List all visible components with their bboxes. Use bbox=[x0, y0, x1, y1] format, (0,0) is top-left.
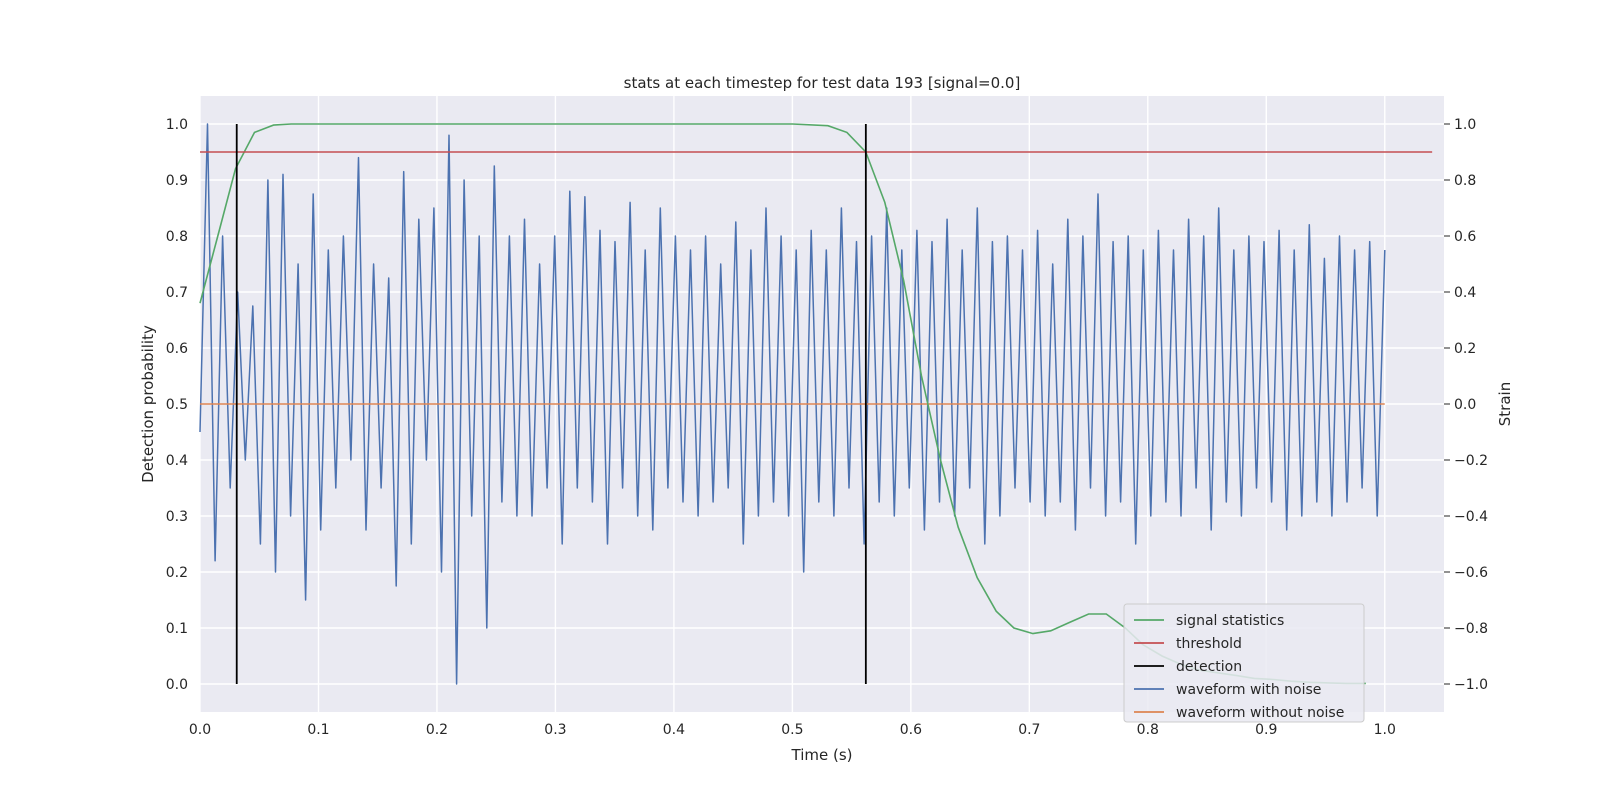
x-axis-label: Time (s) bbox=[791, 746, 853, 764]
x-tick-label: 0.7 bbox=[1018, 722, 1040, 738]
x-tick-label: 0.4 bbox=[663, 722, 685, 738]
y-left-tick-label: 0.5 bbox=[166, 397, 188, 413]
legend-label: detection bbox=[1176, 659, 1242, 675]
y-right-tick-label: 0.0 bbox=[1454, 397, 1476, 413]
y-left-tick-label: 0.0 bbox=[166, 677, 188, 693]
y-axis-left-label: Detection probability bbox=[139, 325, 157, 483]
x-tick-label: 0.5 bbox=[781, 722, 803, 738]
y-right-tick-label: −0.6 bbox=[1454, 565, 1488, 581]
y-right-tick-label: 0.6 bbox=[1454, 229, 1476, 245]
legend-label: signal statistics bbox=[1176, 613, 1284, 629]
legend-frame bbox=[1123, 603, 1365, 723]
y-right-tick-label: 1.0 bbox=[1454, 117, 1476, 133]
x-axis: 0.0 0.1 0.2 0.3 0.4 0.5 0.6 0.7 0.8 0.9 1.0 bbox=[189, 722, 1396, 738]
y-right-tick-label: 0.8 bbox=[1454, 173, 1476, 189]
y-left-tick-label: 0.9 bbox=[166, 173, 188, 189]
legend: signal statistics threshold detection wavef… bbox=[1123, 603, 1365, 723]
series-layer bbox=[199, 123, 1433, 685]
y-left-tick-label: 0.2 bbox=[166, 565, 188, 581]
x-tick-label: 0.6 bbox=[900, 722, 922, 738]
y-axis-right-label: Strain bbox=[1496, 382, 1514, 426]
y-right-tick-label: −0.8 bbox=[1454, 621, 1488, 637]
y-left-tick-label: 0.3 bbox=[166, 509, 188, 525]
y-left-tick-label: 1.0 bbox=[166, 117, 188, 133]
x-tick-label: 1.0 bbox=[1374, 722, 1396, 738]
x-tick-label: 0.0 bbox=[189, 722, 211, 738]
x-tick-label: 0.1 bbox=[307, 722, 329, 738]
legend-label: threshold bbox=[1176, 636, 1242, 652]
y-right-tick-label: 0.2 bbox=[1454, 341, 1476, 357]
y-left-tick-label: 0.4 bbox=[166, 453, 188, 469]
y-axis-right: −1.0 −0.8 −0.6 −0.4 −0.2 0.0 0.2 0.4 0.6 0.8 1.0 bbox=[1444, 117, 1488, 693]
y-left-tick-label: 0.1 bbox=[166, 621, 188, 637]
y-right-tick-label: −1.0 bbox=[1454, 677, 1488, 693]
x-tick-label: 0.8 bbox=[1137, 722, 1159, 738]
legend-label: waveform with noise bbox=[1176, 682, 1321, 698]
y-left-tick-label: 0.6 bbox=[166, 341, 188, 357]
y-right-tick-label: −0.2 bbox=[1454, 453, 1488, 469]
legend-label: waveform without noise bbox=[1176, 705, 1344, 721]
y-left-tick-label: 0.8 bbox=[166, 229, 188, 245]
x-tick-label: 0.3 bbox=[544, 722, 566, 738]
y-right-tick-label: 0.4 bbox=[1454, 285, 1476, 301]
y-left-tick-label: 0.7 bbox=[166, 285, 188, 301]
series-waveform-with-noise bbox=[199, 123, 1386, 685]
x-tick-label: 0.2 bbox=[426, 722, 448, 738]
y-axis-left: 0.0 0.1 0.2 0.3 0.4 0.5 0.6 0.7 0.8 0.9 1.0 bbox=[166, 117, 188, 693]
chart-title: stats at each timestep for test data 193… bbox=[624, 74, 1021, 92]
x-tick-label: 0.9 bbox=[1255, 722, 1277, 738]
y-right-tick-label: −0.4 bbox=[1454, 509, 1488, 525]
